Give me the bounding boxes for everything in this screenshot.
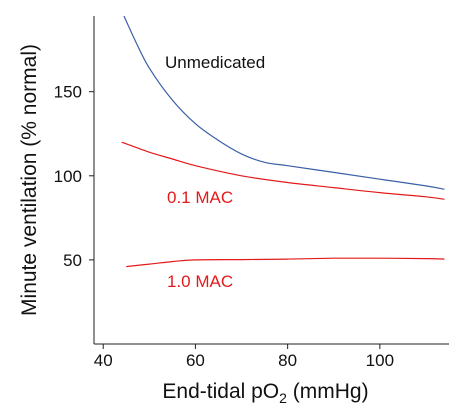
series-label-1-0-mac: 1.0 MAC	[167, 272, 233, 291]
x-axis-title-subscript: 2	[279, 390, 287, 406]
series-line-0-1-mac	[121, 141, 445, 200]
x-axis-title: End-tidal pO2 (mmHg)	[162, 380, 368, 406]
x-tick-label-100: 100	[366, 351, 394, 370]
series-line-unmedicated	[123, 15, 445, 190]
y-tick-label-50: 50	[63, 251, 82, 270]
y-tick-label-100: 100	[54, 167, 82, 186]
ticks: 40 60 80 100 50 100 150	[54, 83, 394, 370]
series-labels: Unmedicated 0.1 MAC 1.0 MAC	[165, 53, 265, 291]
series-line-1-0-mac	[126, 257, 445, 268]
series-label-0-1-mac: 0.1 MAC	[167, 188, 233, 207]
series-lines	[121, 15, 445, 268]
x-axis-title-unit: (mmHg)	[287, 380, 369, 403]
y-axis-title: Minute ventilation (% normal)	[18, 44, 41, 316]
axes	[93, 16, 449, 345]
series-label-unmedicated: Unmedicated	[165, 53, 265, 72]
x-tick-label-40: 40	[94, 351, 113, 370]
x-tick-label-60: 60	[186, 351, 205, 370]
x-tick-label-80: 80	[278, 351, 297, 370]
x-axis-title-main: End-tidal pO	[162, 380, 279, 403]
y-tick-label-150: 150	[54, 83, 82, 102]
